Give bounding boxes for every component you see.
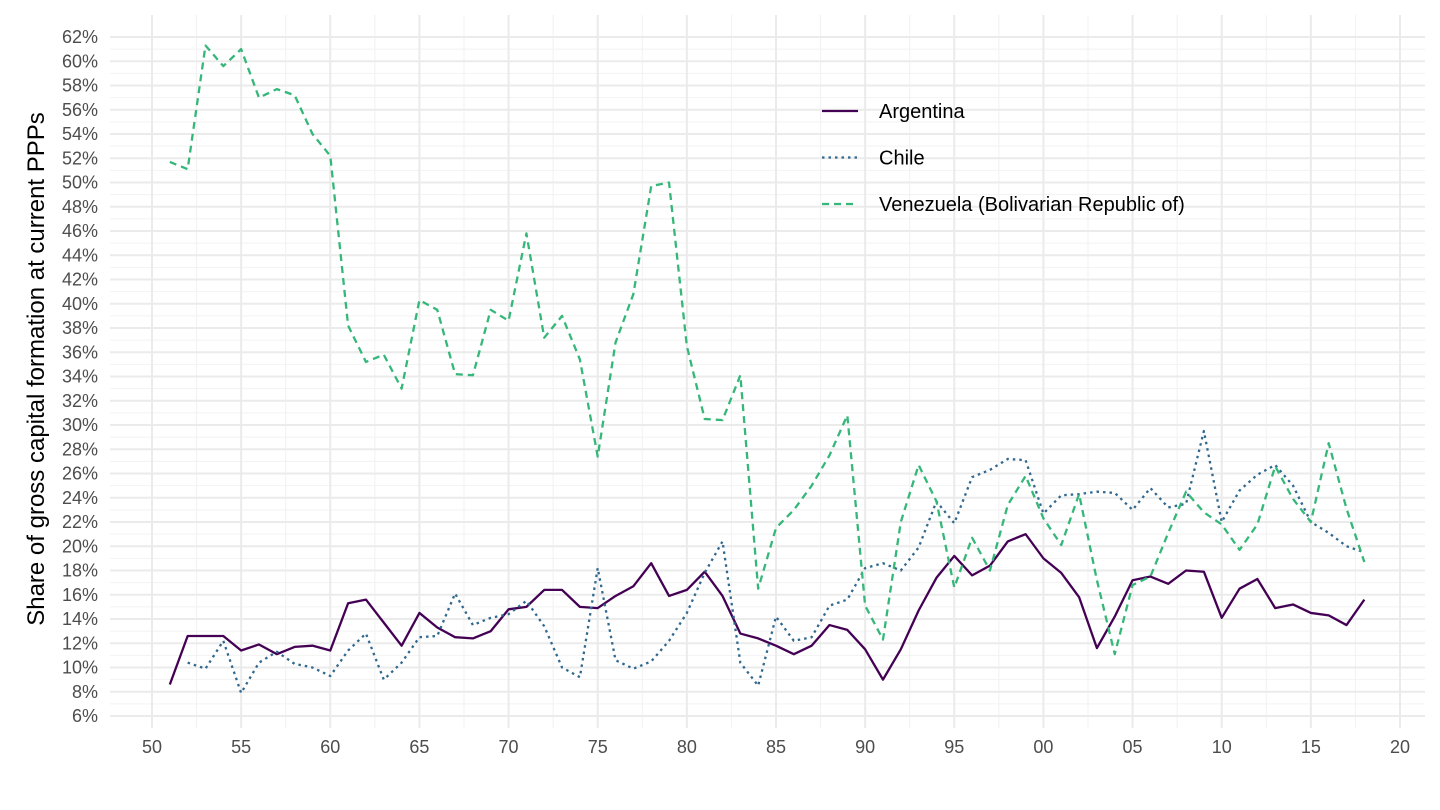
series-lines — [168, 44, 1366, 695]
legend: Argentina Chile Venezuela (Bolivarian Repu… — [822, 101, 1185, 216]
x-tick-label: 75 — [588, 737, 608, 757]
y-tick-label: 32% — [62, 391, 98, 411]
legend-label: Argentina — [879, 101, 965, 123]
x-tick-label: 50 — [142, 737, 162, 757]
y-tick-label: 58% — [62, 76, 98, 96]
y-tick-label: 54% — [62, 124, 98, 144]
legend-label: Chile — [879, 148, 925, 170]
y-tick-label: 48% — [62, 197, 98, 217]
series-line-venezuela — [169, 44, 1366, 656]
y-tick-label: 12% — [62, 633, 98, 653]
y-axis-tick-labels: 6% 8% 10% 12% 14% 16% 18% 20% 22% 24% 26% 28% 30% 32%… — [62, 27, 98, 726]
y-tick-label: 20% — [62, 536, 98, 556]
y-tick-label: 40% — [62, 294, 98, 314]
x-tick-label: 00 — [1033, 737, 1053, 757]
y-tick-label: 18% — [62, 561, 98, 581]
x-axis-tick-labels: 50 55 60 65 70 75 80 85 90 95 00 05 10 15 20 — [142, 737, 1410, 757]
y-tick-label: 34% — [62, 367, 98, 387]
y-tick-label: 8% — [72, 682, 98, 702]
legend-label: Venezuela (Bolivarian Republic of) — [879, 194, 1185, 216]
y-tick-label: 52% — [62, 148, 98, 168]
x-tick-label: 80 — [677, 737, 697, 757]
y-tick-label: 38% — [62, 318, 98, 338]
x-tick-label: 65 — [409, 737, 429, 757]
y-tick-label: 10% — [62, 658, 98, 678]
major-gridlines — [110, 15, 1425, 728]
y-tick-label: 26% — [62, 464, 98, 484]
y-tick-label: 28% — [62, 439, 98, 459]
x-tick-label: 60 — [320, 737, 340, 757]
x-tick-label: 90 — [855, 737, 875, 757]
x-tick-label: 10 — [1212, 737, 1232, 757]
y-tick-label: 14% — [62, 609, 98, 629]
y-tick-label: 30% — [62, 415, 98, 435]
y-tick-label: 50% — [62, 173, 98, 193]
y-tick-label: 36% — [62, 342, 98, 362]
x-tick-label: 85 — [766, 737, 786, 757]
x-tick-label: 95 — [944, 737, 964, 757]
x-tick-label: 70 — [499, 737, 519, 757]
y-tick-label: 62% — [62, 27, 98, 47]
y-axis-title: Share of gross capital formation at curr… — [23, 112, 50, 626]
y-tick-label: 24% — [62, 488, 98, 508]
x-tick-label: 15 — [1301, 737, 1321, 757]
y-tick-label: 16% — [62, 585, 98, 605]
y-tick-label: 42% — [62, 270, 98, 290]
y-tick-label: 60% — [62, 51, 98, 71]
y-tick-label: 22% — [62, 512, 98, 532]
x-tick-label: 20 — [1390, 737, 1410, 757]
y-tick-label: 44% — [62, 245, 98, 265]
x-tick-label: 05 — [1123, 737, 1143, 757]
y-tick-label: 56% — [62, 100, 98, 120]
minor-gridlines — [110, 15, 1425, 728]
series-line-argentina — [168, 532, 1366, 685]
y-tick-label: 6% — [72, 706, 98, 726]
x-tick-label: 55 — [231, 737, 251, 757]
y-tick-label: 46% — [62, 221, 98, 241]
